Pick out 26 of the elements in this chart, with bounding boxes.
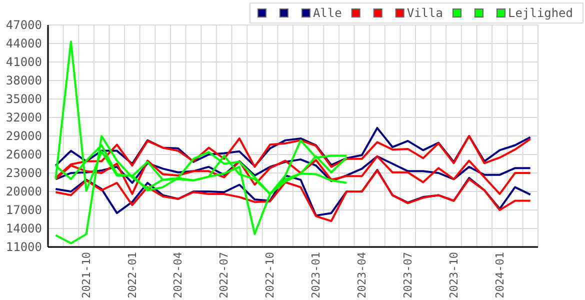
y-tick-label: 20000 xyxy=(6,184,42,198)
y-tick-label: 41000 xyxy=(6,54,42,69)
y-tick-label: 32000 xyxy=(6,110,42,124)
x-tick-label: 2023-07 xyxy=(401,252,414,298)
x-tick-label: 2022-01 xyxy=(126,252,139,298)
x-tick-label: 2021-10 xyxy=(80,252,93,298)
y-tick-label: 17000 xyxy=(6,202,42,217)
y-tick-label: 47000 xyxy=(6,18,42,32)
y-tick-label: 29000 xyxy=(6,128,42,143)
legend-label: Villa xyxy=(406,6,443,20)
y-tick-label: 11000 xyxy=(6,240,42,254)
x-tick-label: 2022-07 xyxy=(218,252,231,298)
legend-label: Alle xyxy=(312,6,342,20)
x-tick-label: 2024-01 xyxy=(493,252,506,298)
x-tick-label: 2023-01 xyxy=(309,252,322,298)
y-tick-label: 26000 xyxy=(6,147,42,162)
y-tick-label: 14000 xyxy=(6,221,42,236)
y-tick-label: 44000 xyxy=(6,36,42,50)
x-tick-label: 2022-10 xyxy=(264,252,277,298)
y-tick-label: 35000 xyxy=(6,92,42,106)
x-tick-label: 2023-04 xyxy=(355,252,368,298)
y-tick-label: 38000 xyxy=(6,73,42,88)
x-tick-label: 2022-04 xyxy=(172,252,185,298)
y-tick-label: 23000 xyxy=(6,166,42,180)
legend-label: Lejlighed xyxy=(508,6,573,20)
x-tick-label: 2023-10 xyxy=(447,252,460,298)
